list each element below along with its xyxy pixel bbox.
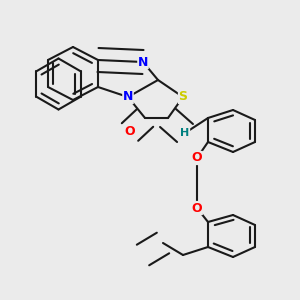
Text: O: O (125, 125, 135, 139)
Text: O: O (192, 202, 202, 214)
Text: N: N (138, 56, 148, 68)
Text: N: N (123, 91, 133, 103)
Text: S: S (178, 91, 188, 103)
Text: H: H (180, 128, 190, 138)
Text: O: O (192, 152, 202, 164)
